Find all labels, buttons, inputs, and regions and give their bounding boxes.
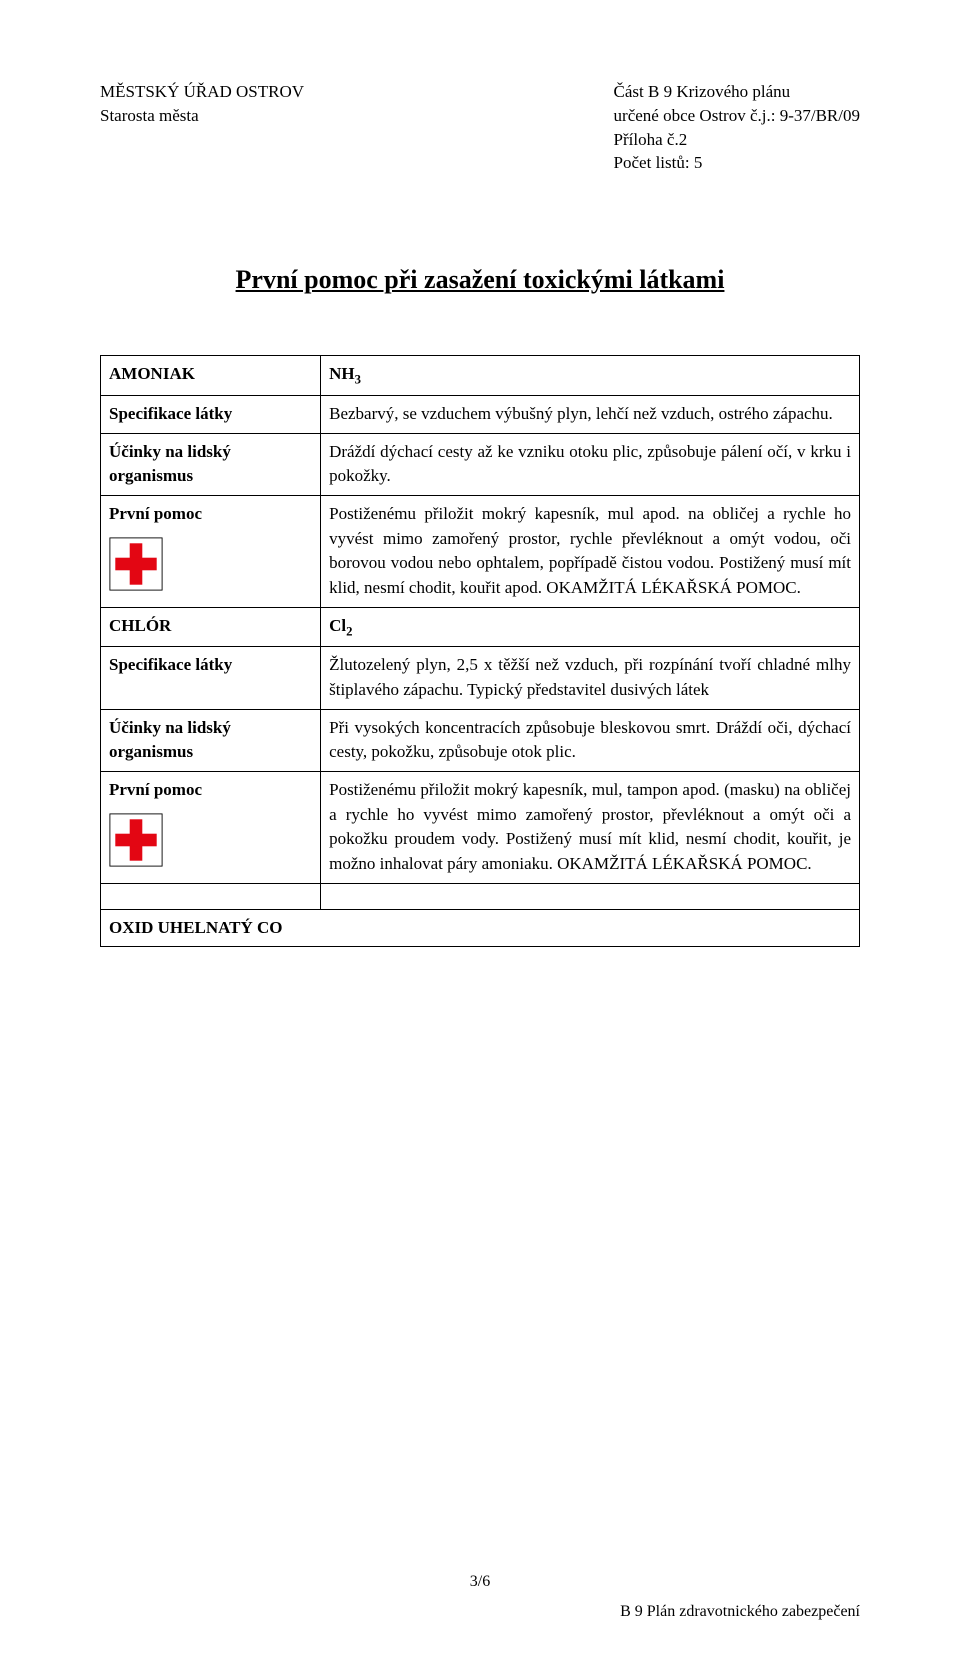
amoniak-effects-label: Účinky na lidský organismus [101,433,321,495]
page-title: První pomoc při zasažení toxickými látka… [100,265,860,295]
footer-right: B 9 Plán zdravotnického zabezpečení [620,1603,860,1621]
amoniak-firstaid-label: První pomoc [101,495,321,607]
amoniak-spec-label: Specifikace látky [101,396,321,434]
table-row-spacer [101,883,860,909]
table-row-chlor-header: CHLÓR Cl2 [101,607,860,647]
table-row-chlor-firstaid: První pomoc Postiženému přiložit mokrý k… [101,771,860,883]
document-header: MĚSTSKÝ ÚŘAD OSTROV Starosta města Část … [100,80,860,175]
chlor-spec-text: Žlutozelený plyn, 2,5 x těžší než vzduch… [321,647,860,709]
table-row-chlor-spec: Specifikace látky Žlutozelený plyn, 2,5 … [101,647,860,709]
chlor-firstaid-label: První pomoc [101,771,321,883]
header-right: Část B 9 Krizového plánu určené obce Ost… [614,80,860,175]
chlor-formula-sub: 2 [346,624,352,638]
amoniak-firstaid-label-text: První pomoc [109,504,202,523]
table-row-amoniak-firstaid: První pomoc Postiženému přiložit mokrý k… [101,495,860,607]
oxid-formula: CO [257,918,283,937]
header-right-line2: určené obce Ostrov č.j.: 9-37/BR/09 [614,104,860,128]
amoniak-name: AMONIAK [101,356,321,396]
header-right-line1: Část B 9 Krizového plánu [614,80,860,104]
spacer-right [321,883,860,909]
header-right-line3: Příloha č.2 [614,128,860,152]
table-row-amoniak-effects: Účinky na lidský organismus Dráždí dýcha… [101,433,860,495]
header-left: MĚSTSKÝ ÚŘAD OSTROV Starosta města [100,80,304,175]
table-row-amoniak-spec: Specifikace látky Bezbarvý, se vzduchem … [101,396,860,434]
spacer-left [101,883,321,909]
chlor-name: CHLÓR [101,607,321,647]
oxid-name: OXID UHELNATÝ [109,918,253,937]
chlor-effects-label: Účinky na lidský organismus [101,709,321,771]
chlor-spec-label: Specifikace látky [101,647,321,709]
table-row-oxid-header: OXID UHELNATÝ CO [101,909,860,947]
oxid-header: OXID UHELNATÝ CO [101,909,860,947]
amoniak-firstaid-text: Postiženému přiložit mokrý kapesník, mul… [321,495,860,607]
amoniak-formula-sub: 3 [355,373,361,387]
table-row-chlor-effects: Účinky na lidský organismus Při vysokých… [101,709,860,771]
substance-table: AMONIAK NH3 Specifikace látky Bezbarvý, … [100,355,860,947]
page-number: 3/6 [0,1573,960,1591]
amoniak-spec-text: Bezbarvý, se vzduchem výbušný plyn, lehč… [321,396,860,434]
chlor-formula: Cl2 [321,607,860,647]
amoniak-formula: NH3 [321,356,860,396]
chlor-effects-text: Při vysokých koncentracích způsobuje ble… [321,709,860,771]
header-left-line1: MĚSTSKÝ ÚŘAD OSTROV [100,80,304,104]
chlor-formula-base: Cl [329,616,346,635]
amoniak-effects-text: Dráždí dýchací cesty až ke vzniku otoku … [321,433,860,495]
header-left-line2: Starosta města [100,104,304,128]
amoniak-formula-base: NH [329,364,355,383]
red-cross-icon [109,537,163,591]
chlor-firstaid-label-text: První pomoc [109,780,202,799]
header-right-line4: Počet listů: 5 [614,151,860,175]
red-cross-icon [109,813,163,867]
table-row-amoniak-header: AMONIAK NH3 [101,356,860,396]
chlor-firstaid-text: Postiženému přiložit mokrý kapesník, mul… [321,771,860,883]
